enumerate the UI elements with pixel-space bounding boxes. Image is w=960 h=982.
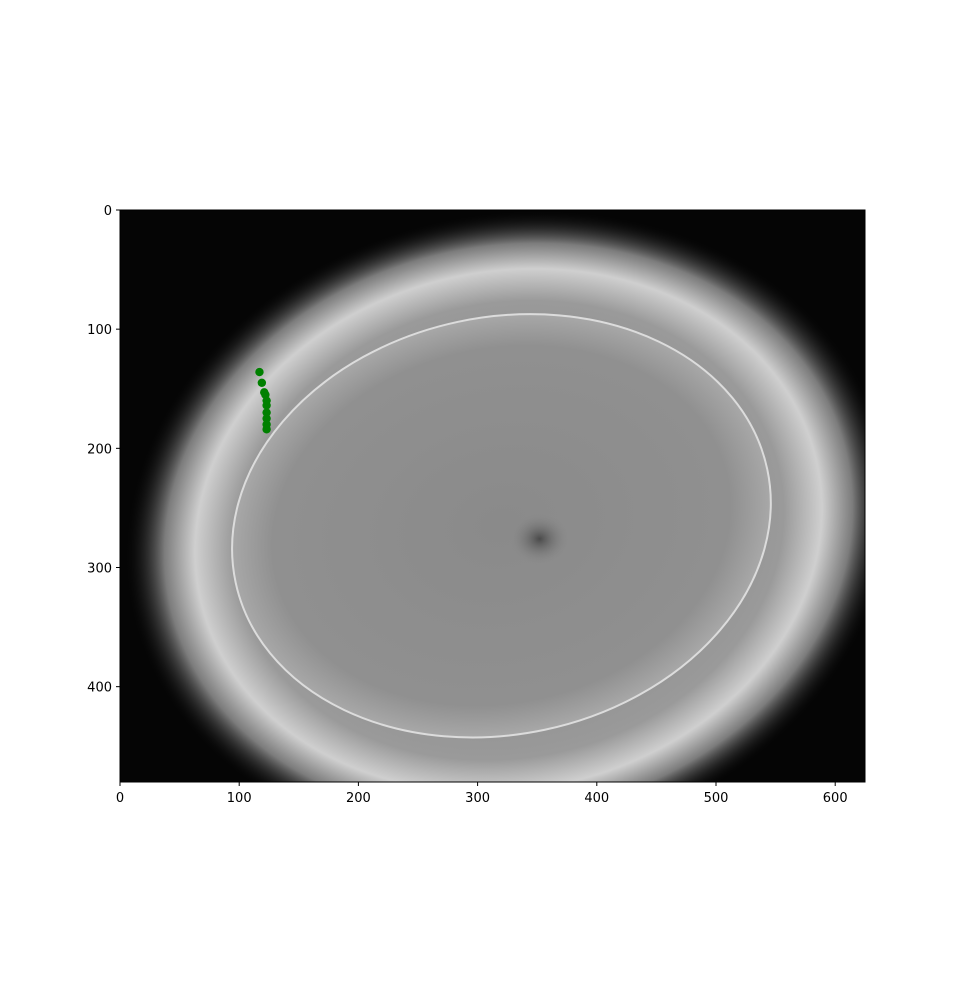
y-tick-label: 0 xyxy=(104,204,112,219)
x-tick-label: 0 xyxy=(116,791,124,806)
scatter-point xyxy=(262,414,271,423)
x-tick-label: 100 xyxy=(227,791,252,806)
x-tick-label: 200 xyxy=(346,791,371,806)
scatter-point xyxy=(262,401,271,410)
ellipse-disc xyxy=(231,313,772,739)
y-tick-label: 100 xyxy=(87,323,112,338)
scatter-point xyxy=(262,408,271,417)
y-tick-label: 400 xyxy=(87,681,112,696)
y-axis: 0 100 200 300 400 xyxy=(87,204,120,696)
x-axis: 0 100 200 300 400 500 600 xyxy=(116,782,848,806)
grayscale-image xyxy=(120,210,865,782)
y-tick-label: 200 xyxy=(87,442,112,457)
scatter-point xyxy=(262,425,271,434)
x-tick-label: 600 xyxy=(823,791,848,806)
scatter-series xyxy=(255,367,271,434)
x-tick-label: 400 xyxy=(584,791,609,806)
y-tick-label: 300 xyxy=(87,562,112,577)
plot-frame xyxy=(119,209,866,783)
x-tick-label: 300 xyxy=(465,791,490,806)
scatter-point xyxy=(255,367,264,377)
scatter-point xyxy=(257,378,267,387)
center-dark-spot xyxy=(509,512,570,565)
x-tick-label: 500 xyxy=(704,791,729,806)
